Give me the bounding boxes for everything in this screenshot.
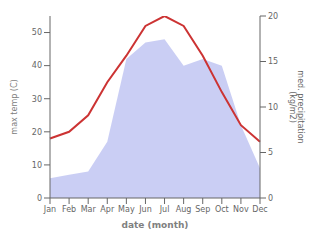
svg-text:0: 0 [37, 194, 42, 203]
svg-text:Jan: Jan [43, 205, 56, 214]
svg-text:40: 40 [32, 61, 42, 70]
svg-text:Jun: Jun [138, 205, 152, 214]
svg-text:15: 15 [268, 57, 278, 66]
svg-text:30: 30 [32, 95, 42, 104]
svg-text:date (month): date (month) [122, 220, 189, 230]
svg-text:Sep: Sep [195, 205, 210, 214]
svg-text:10: 10 [268, 103, 278, 112]
svg-text:Jul: Jul [159, 205, 170, 214]
svg-text:10: 10 [32, 161, 42, 170]
svg-text:max temp (C): max temp (C) [10, 79, 19, 134]
svg-text:Mar: Mar [81, 205, 97, 214]
svg-text:0: 0 [268, 194, 273, 203]
svg-text:Nov: Nov [233, 205, 249, 214]
svg-text:Oct: Oct [215, 205, 229, 214]
svg-text:May: May [118, 205, 135, 214]
svg-text:20: 20 [32, 128, 42, 137]
svg-text:Apr: Apr [100, 205, 115, 214]
svg-text:Feb: Feb [62, 205, 76, 214]
svg-text:20: 20 [268, 12, 278, 21]
svg-text:Dec: Dec [252, 205, 267, 214]
svg-text:Aug: Aug [176, 205, 192, 214]
svg-text:50: 50 [32, 28, 42, 37]
svg-text:med. precipitation(kg/m2): med. precipitation(kg/m2) [288, 70, 306, 143]
svg-text:5: 5 [268, 148, 273, 157]
